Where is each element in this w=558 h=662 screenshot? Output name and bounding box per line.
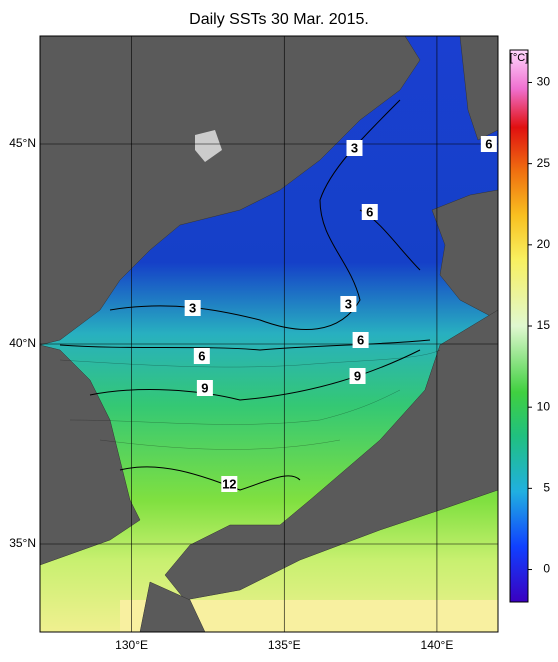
contour-label-box: [480, 136, 497, 152]
contour-label-text: 9: [201, 380, 208, 395]
contour-label-text: 3: [345, 296, 352, 311]
lat-label: 35°N: [9, 536, 36, 550]
contour-label: 6: [361, 204, 378, 220]
lat-label: 40°N: [9, 336, 36, 350]
contour-label: 9: [349, 368, 366, 384]
lat-label: 45°N: [9, 136, 36, 150]
colorbar-tick-label: 10: [537, 399, 551, 413]
contour-label-text: 3: [189, 300, 196, 315]
minor-contours: [59, 349, 441, 450]
axes: 45°N 40°N 35°N 130°E 135°E 140°E: [9, 136, 453, 652]
contour-label: 3: [346, 140, 363, 156]
contour-label-text: 6: [357, 332, 364, 347]
island: [195, 130, 222, 162]
contour-label-box: [346, 140, 363, 156]
map-frame: [39, 35, 499, 633]
colorbar-tick-label: 0: [543, 562, 550, 576]
contour-label: 12: [221, 476, 238, 492]
contour-label: 3: [184, 300, 201, 316]
contour-label-box: [221, 476, 238, 492]
contour-labels: 3 6 6 3 3 6 6 9 9 12: [184, 136, 497, 492]
colorbar-tick-label: 20: [537, 237, 551, 251]
colorbar-unit: [°C]: [510, 52, 528, 64]
lon-label: 130°E: [115, 638, 148, 652]
contour-label-text: 3: [351, 140, 358, 155]
contour-label-box: [349, 368, 366, 384]
colorbar-tick-label: 25: [537, 156, 551, 170]
contour-label: 3: [340, 296, 357, 312]
contour-label: 6: [193, 348, 210, 364]
contour-label: 9: [196, 380, 213, 396]
lon-label: 135°E: [268, 638, 301, 652]
contour-label-box: [184, 300, 201, 316]
land: [40, 36, 498, 632]
contour-label-text: 12: [222, 476, 236, 491]
colorbar-tick-label: 5: [543, 481, 550, 495]
colorbar-tick-label: 15: [537, 318, 551, 332]
contour-label-box: [361, 204, 378, 220]
contour-label-text: 9: [354, 368, 361, 383]
title: Daily SSTs 30 Mar. 2015.: [189, 11, 369, 28]
colorbar: [509, 49, 529, 603]
contour-label-text: 6: [485, 136, 492, 151]
colorbar-tick-label: 30: [537, 75, 551, 89]
contour-label-text: 6: [198, 348, 205, 363]
colorbar-ticks: 0 5 10 15 20 25 30: [528, 75, 550, 576]
map-area: 3 6 6 3 3 6 6 9 9 12: [40, 36, 498, 632]
contour-label-text: 6: [366, 204, 373, 219]
contours: [59, 99, 431, 491]
contour-label-box: [340, 296, 357, 312]
lon-label: 140°E: [421, 638, 454, 652]
contour-label: 6: [480, 136, 497, 152]
contour-label-box: [196, 380, 213, 396]
contour-label-box: [193, 348, 210, 364]
contour-label-box: [352, 332, 369, 348]
graticule: [40, 36, 498, 632]
contour-label: 6: [352, 332, 369, 348]
